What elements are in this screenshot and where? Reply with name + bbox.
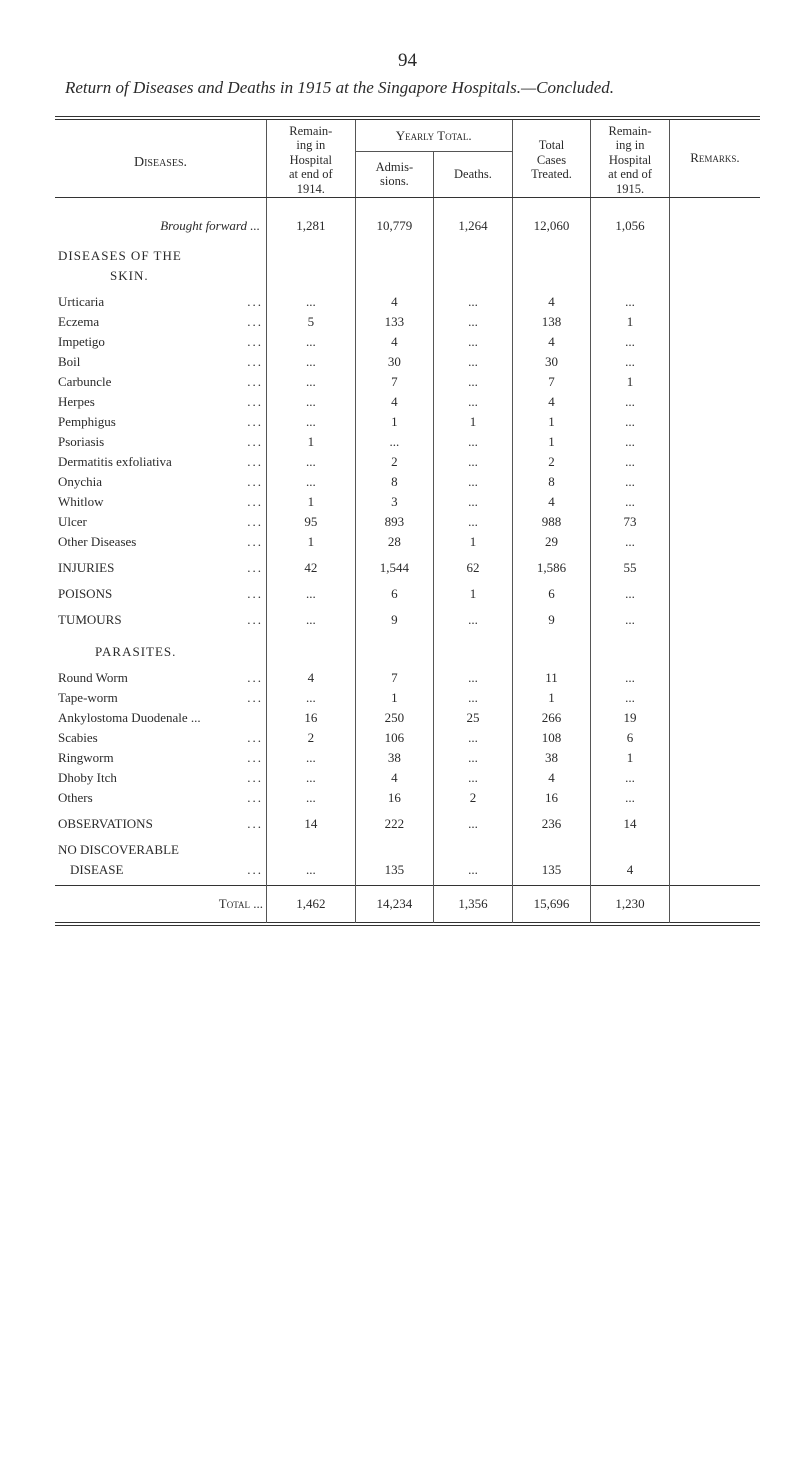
poi-dth: 1 xyxy=(434,584,513,604)
obs-dth: ... xyxy=(434,814,513,834)
nd-dth: ... xyxy=(434,860,513,880)
no-disc-label-2: DISEASE xyxy=(58,862,123,877)
table-row: Dhoby Itch......4...4... xyxy=(55,768,760,788)
col-remarks: Remarks. xyxy=(669,120,760,197)
inj-r14: 42 xyxy=(267,558,356,578)
table-row: Psoriasis...1......1... xyxy=(55,432,760,452)
table-row: Boil......30...30... xyxy=(55,352,760,372)
inj-dth: 62 xyxy=(434,558,513,578)
poi-tot: 6 xyxy=(512,584,591,604)
observations-row: OBSERVATIONS... 14 222 ... 236 14 xyxy=(55,814,760,834)
tumours-row: TUMOURS... ... 9 ... 9 ... xyxy=(55,610,760,630)
obs-r15: 14 xyxy=(591,814,670,834)
table-row: Urticaria......4...4... xyxy=(55,292,760,312)
tum-r15: ... xyxy=(591,610,670,630)
poisons-label: POISONS xyxy=(58,586,112,601)
no-disc-label-1: NO DISCOVERABLE xyxy=(55,840,267,860)
diseases-table: Diseases. Remain-ing inHospitalat end of… xyxy=(55,120,760,926)
page-number: 94 xyxy=(55,50,760,72)
nd-tot: 135 xyxy=(512,860,591,880)
skin-title-1: DISEASES OF THE xyxy=(55,246,267,266)
bf-r14: 1,281 xyxy=(267,198,356,240)
table-row: Other Diseases...128129... xyxy=(55,532,760,552)
brought-forward-label: Brought forward ... xyxy=(55,198,267,240)
bf-r15: 1,056 xyxy=(591,198,670,240)
obs-tot: 236 xyxy=(512,814,591,834)
no-disc-row-2: DISEASE... ... 135 ... 135 4 xyxy=(55,860,760,880)
table-row: Impetigo......4...4... xyxy=(55,332,760,352)
bf-dth: 1,264 xyxy=(434,198,513,240)
table-row: Carbuncle......7...71 xyxy=(55,372,760,392)
col-diseases: Diseases. xyxy=(55,120,267,197)
observations-label: OBSERVATIONS xyxy=(58,816,153,831)
table-row: Round Worm...47...11... xyxy=(55,668,760,688)
col-yearly-total: Yearly Total. xyxy=(355,120,512,151)
section-skin-header-1: DISEASES OF THE xyxy=(55,246,760,266)
table-row: Ulcer...95893...98873 xyxy=(55,512,760,532)
tum-adm: 9 xyxy=(355,610,434,630)
tum-r14: ... xyxy=(267,610,356,630)
table-row: Tape-worm......1...1... xyxy=(55,688,760,708)
inj-adm: 1,544 xyxy=(355,558,434,578)
skin-title-2: SKIN. xyxy=(55,266,267,286)
total-row: Total ... 1,462 14,234 1,356 15,696 1,23… xyxy=(55,886,760,923)
table-row: Onychia......8...8... xyxy=(55,472,760,492)
col-admissions: Admis-sions. xyxy=(355,151,434,197)
bf-tot: 12,060 xyxy=(512,198,591,240)
page-title: Return of Diseases and Deaths in 1915 at… xyxy=(55,78,760,98)
table-row: Pemphigus......111... xyxy=(55,412,760,432)
obs-r14: 14 xyxy=(267,814,356,834)
tum-dth: ... xyxy=(434,610,513,630)
col-remain-1915: Remain-ing inHospitalat end of1915. xyxy=(591,120,670,197)
tum-tot: 9 xyxy=(512,610,591,630)
parasites-title: PARASITES. xyxy=(55,642,267,662)
poi-adm: 6 xyxy=(355,584,434,604)
injuries-label: INJURIES xyxy=(58,560,114,575)
col-deaths: Deaths. xyxy=(434,151,513,197)
table-row: Dermatitis exfoliativa......2...2... xyxy=(55,452,760,472)
col-total-cases: TotalCasesTreated. xyxy=(512,120,591,197)
tot-r14: 1,462 xyxy=(267,886,356,923)
poi-r14: ... xyxy=(267,584,356,604)
injuries-row: INJURIES... 42 1,544 62 1,586 55 xyxy=(55,558,760,578)
total-label: Total ... xyxy=(55,886,267,923)
brought-forward-row: Brought forward ... 1,281 10,779 1,264 1… xyxy=(55,198,760,240)
nd-adm: 135 xyxy=(355,860,434,880)
table-row: Whitlow...13...4... xyxy=(55,492,760,512)
table-row: Scabies...2106...1086 xyxy=(55,728,760,748)
obs-adm: 222 xyxy=(355,814,434,834)
table-row: Ankylostoma Duodenale ...162502526619 xyxy=(55,708,760,728)
nd-r14: ... xyxy=(267,860,356,880)
table-row: Ringworm......38...381 xyxy=(55,748,760,768)
bf-adm: 10,779 xyxy=(355,198,434,240)
table-row: Others......16216... xyxy=(55,788,760,808)
tot-r15: 1,230 xyxy=(591,886,670,923)
blank-lower-region xyxy=(55,926,760,1146)
table-row: Herpes......4...4... xyxy=(55,392,760,412)
table-row: Eczema...5133...1381 xyxy=(55,312,760,332)
poi-r15: ... xyxy=(591,584,670,604)
tumours-label: TUMOURS xyxy=(58,612,122,627)
section-skin-header-2: SKIN. xyxy=(55,266,760,286)
section-parasites-header: PARASITES. xyxy=(55,642,760,662)
col-remain-1914: Remain-ing inHospitalat end of1914. xyxy=(267,120,356,197)
tot-dth: 1,356 xyxy=(434,886,513,923)
nd-r15: 4 xyxy=(591,860,670,880)
inj-tot: 1,586 xyxy=(512,558,591,578)
poisons-row: POISONS... ... 6 1 6 ... xyxy=(55,584,760,604)
inj-r15: 55 xyxy=(591,558,670,578)
tot-tot: 15,696 xyxy=(512,886,591,923)
tot-adm: 14,234 xyxy=(355,886,434,923)
no-disc-row-1: NO DISCOVERABLE xyxy=(55,840,760,860)
